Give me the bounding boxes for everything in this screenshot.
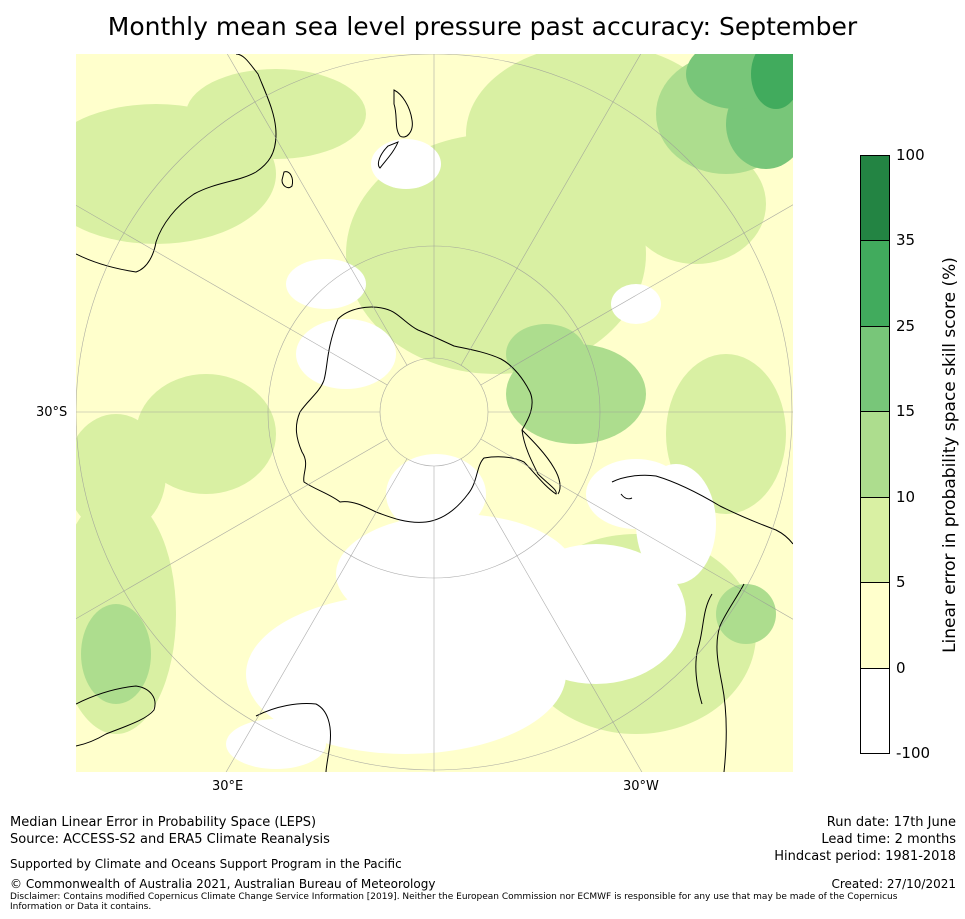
skill-region [371, 139, 441, 189]
peninsula-coast [521, 429, 561, 495]
colorbar-tick-label: 10 [896, 487, 916, 506]
south-america-coast [611, 474, 793, 545]
meridian-line [460, 54, 642, 366]
colorbar-tick-label: 15 [896, 402, 916, 421]
footer-disclaimer: Disclaimer: Contains modified Copernicus… [10, 892, 898, 912]
meridian-line [480, 438, 793, 620]
created-date: Created: 27/10/2021 [831, 877, 956, 891]
skill-region [136, 374, 276, 494]
colorbar-segment [860, 496, 890, 583]
colorbar-label: Linear error in probability space skill … [940, 257, 960, 653]
meridian-line [480, 204, 793, 386]
skill-region [76, 414, 166, 534]
lead-time: Lead time: 2 months [821, 832, 956, 847]
chart-title: Monthly mean sea level pressure past acc… [107, 12, 858, 41]
colorbar-tick-label: 35 [896, 231, 916, 250]
footer-source: Source: ACCESS-S2 and ERA5 Climate Reana… [10, 832, 330, 847]
graticule [76, 54, 793, 772]
south-america-west [716, 583, 745, 772]
skill-region [386, 454, 486, 534]
footer-method: Median Linear Error in Probability Space… [10, 815, 317, 830]
meridian-line [76, 438, 388, 620]
skill-region [81, 604, 151, 704]
meridian-line [460, 458, 643, 772]
colorbar-tick-label: 100 [896, 146, 925, 164]
footer-copyright: © Commonwealth of Australia 2021, Austra… [10, 877, 436, 891]
colorbar-tick-label: 25 [896, 316, 916, 335]
south-america-east [695, 593, 713, 705]
colorbar-segment [860, 240, 890, 326]
new-zealand-coast [393, 89, 413, 138]
footer-supported: Supported by Climate and Oceans Support … [10, 857, 402, 871]
skill-region [506, 324, 586, 384]
skill-region [186, 69, 366, 159]
colorbar-tick-label: 5 [896, 573, 906, 592]
coastlines [76, 54, 793, 772]
colorbar-tick-label: 0 [896, 658, 906, 677]
africa-coast [76, 685, 156, 747]
skill-region [751, 54, 793, 109]
lon-label-30e: 30°E [212, 779, 244, 794]
skill-region [626, 144, 766, 264]
colorbar [860, 155, 890, 754]
colorbar-segment [860, 582, 890, 668]
skill-region [636, 464, 716, 584]
antarctica-coast [295, 306, 557, 523]
colorbar-segment [860, 325, 890, 412]
new-zealand-south [377, 141, 399, 169]
lat-label-30s: 30°S [36, 405, 68, 420]
meridian-line [225, 458, 408, 772]
meridian-line [226, 54, 408, 366]
tasmania-coast [281, 171, 293, 189]
meridian-line [76, 204, 388, 386]
colorbar-tick-label: -100 [896, 744, 931, 762]
falklands-coast [620, 493, 633, 500]
polar-map [76, 54, 793, 772]
skill-region [611, 284, 661, 324]
skill-region [506, 544, 686, 684]
run-date: Run date: 17th June [826, 815, 956, 830]
colorbar-segment [860, 667, 890, 754]
lon-label-30w: 30°W [623, 779, 659, 794]
colorbar-segment [860, 155, 890, 241]
hindcast-period: Hindcast period: 1981-2018 [774, 849, 956, 864]
skill-field [76, 54, 793, 769]
skill-region [296, 319, 396, 389]
skill-region [226, 719, 326, 769]
skill-region [716, 584, 776, 644]
colorbar-segment [860, 411, 890, 497]
australia-coast [76, 54, 277, 273]
madagascar-coast [255, 703, 331, 772]
